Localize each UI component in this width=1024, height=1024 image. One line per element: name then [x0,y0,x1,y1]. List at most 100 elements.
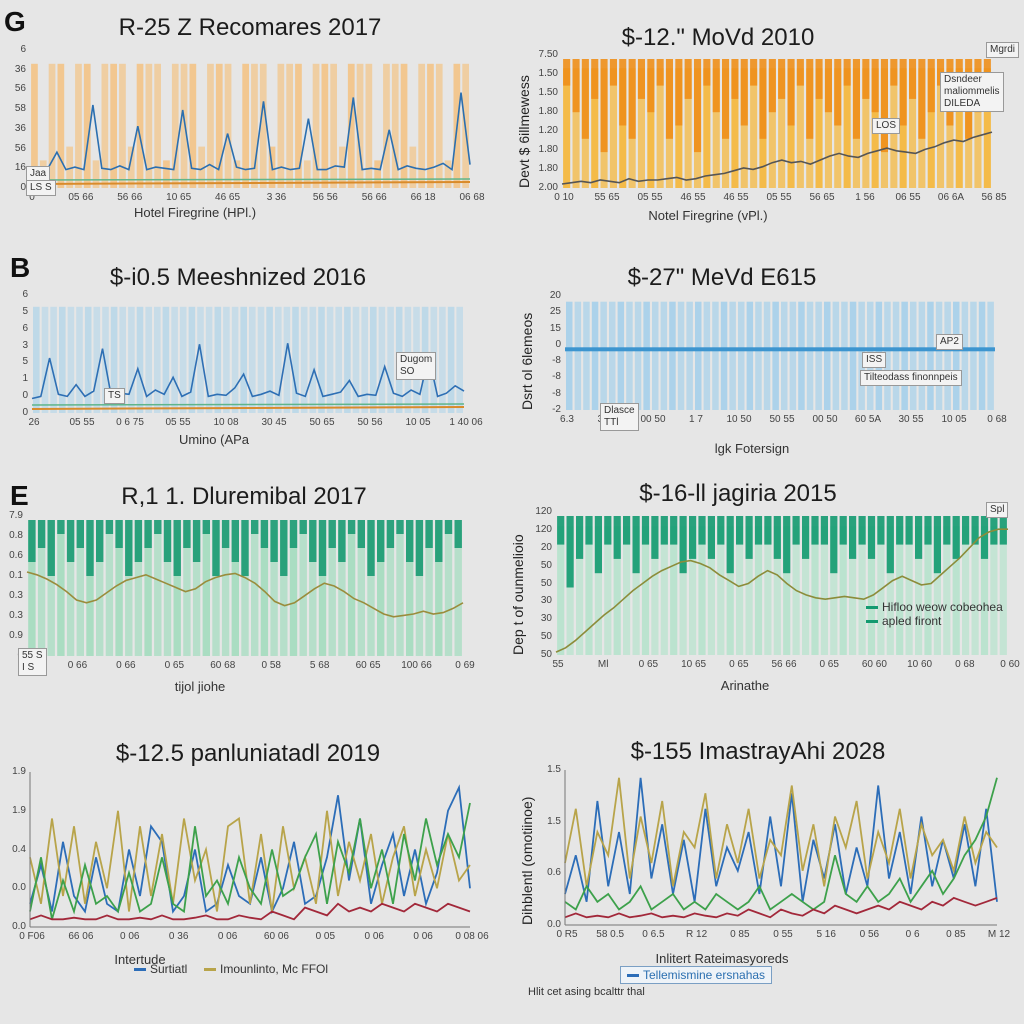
bar [330,63,337,188]
bar [192,530,201,656]
x-tick-label: 06 68 [459,192,485,203]
overlay-line [29,92,471,172]
y-tick-label: 7.9 [9,510,23,521]
bar-top-band [454,520,462,548]
bar [970,301,977,410]
bar [641,526,650,655]
bar-top-band [918,59,926,139]
annotation: LS S [26,180,56,196]
bar [154,530,162,656]
bar [377,530,385,656]
y-tick-label: 1.20 [538,125,558,136]
bar [726,526,734,655]
bar-top-band [754,516,763,545]
y-tick-label: -8 [552,355,561,367]
bar-top-band [815,59,823,99]
bar [231,530,239,656]
series-line-red [564,896,998,919]
bar [154,306,161,413]
bar-top-band [623,516,631,545]
bar-top-band [86,520,94,576]
bar [927,68,935,188]
bar [347,63,355,188]
y-tick-label: 1.9 [12,804,26,816]
bar [660,526,668,655]
bar [205,306,213,413]
bar [387,306,394,413]
bar [652,301,659,410]
x-tick-label: 0 06 [413,931,433,942]
x-axis-label: Notel Firegrine (vPl.) [648,208,768,223]
x-tick-label: 10 60 [907,659,933,670]
bar [162,306,170,413]
y-tick-label: 1.9 [12,766,26,777]
bar [832,301,840,410]
bar [406,530,414,656]
y-tick-label: 1.80 [538,144,558,155]
x-tick-label: 60 06 [263,931,289,942]
bar [892,301,900,410]
x-tick-label: 0 65 [638,659,659,670]
bar [656,68,664,188]
bar [154,63,161,188]
x-tick-label: 30 45 [261,417,287,428]
bar [990,526,998,655]
legend-entry: Imounlinto, Mc FFOl [204,962,328,976]
x-axis-label: Arinathe [720,678,770,693]
x-tick-label: 1 56 [855,192,875,203]
bar [839,526,847,655]
panel-letter-g: G [4,6,26,37]
bar-top-band [980,516,989,559]
annotation: Mgrdi [986,42,1020,58]
bar [944,301,951,410]
bar-top-band [909,59,917,99]
bar-top-band [154,520,162,534]
plot-area [564,770,998,926]
bar [454,530,462,656]
x-tick-label: 06 6A [937,192,965,203]
bar [955,68,963,188]
x-tick-label: 66 18 [410,192,436,203]
x-tick-label: 50 55 [769,414,795,425]
bar-top-band [783,516,791,574]
bar-top-band [880,59,888,153]
x-axis-label: Hotel Firegrine (HPl.) [133,205,257,220]
bar [768,68,776,188]
bar [83,63,91,188]
bar [352,306,360,413]
bar-top-band [830,516,838,574]
bar [731,68,739,188]
bar-top-band [867,516,876,559]
bar [128,306,135,413]
bar-top-band [66,520,75,562]
bar [435,530,443,656]
y-tick-label: 20 [540,541,552,553]
bar-top-band [338,520,346,562]
bar [634,301,642,410]
y-tick-label: 7.50 [538,49,558,60]
bar [858,526,866,655]
legend-label: Tellemismine ersnahas [643,968,766,982]
bar [28,530,36,656]
bar [75,63,82,188]
x-tick-label: 0 R5 [556,929,578,940]
bar-top-band [613,516,621,559]
bar [400,63,408,188]
plot-area [561,59,993,188]
bar [41,306,49,413]
bar [48,63,56,188]
bar-top-band [328,520,336,548]
y-axis-label: Dep t of ounmelioio [510,534,526,655]
bar-top-band [134,520,143,562]
x-tick-label: 0 65 [729,659,749,670]
bar [444,160,452,188]
bar [651,526,659,655]
bar [594,526,602,655]
bar-top-band [309,520,317,562]
bar-top-band [792,516,800,545]
bar-top-band [221,520,230,548]
bar [370,306,377,413]
y-axis-label: Dsrt ol 6lemeos [519,312,535,410]
bar [712,301,719,410]
bar [198,146,205,188]
